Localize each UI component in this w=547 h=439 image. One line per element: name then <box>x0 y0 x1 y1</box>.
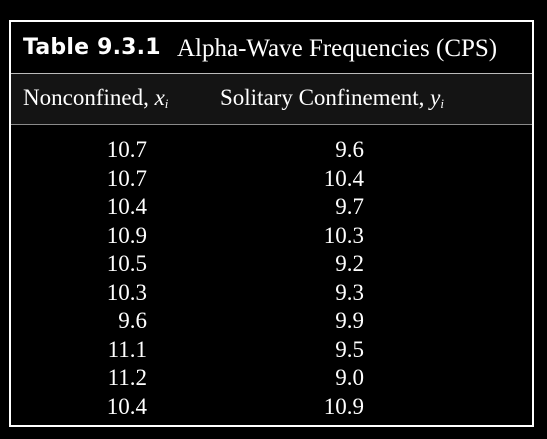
cell-nonconfined: 10.7 <box>106 137 147 162</box>
cell-nonconfined: 10.5 <box>106 251 147 276</box>
cell-nonconfined: 11.2 <box>107 365 147 390</box>
table-body: 10.7 9.6 10.7 10.4 10.4 9.7 10.9 10.3 10.5 9.2 10.… <box>11 136 532 421</box>
cell-nonconfined: 10.7 <box>106 165 147 191</box>
cell-nonconfined: 10.4 <box>106 194 147 219</box>
column-header-variable: yi <box>430 85 445 111</box>
table-row: 10.9 10.3 <box>11 222 532 251</box>
cell-solitary-confinement: 9.3 <box>335 279 364 305</box>
cell-solitary-confinement: 9.5 <box>335 336 364 362</box>
table-row: 11.2 9.0 <box>11 364 532 393</box>
table-row: 11.1 9.5 <box>11 336 532 365</box>
cell-nonconfined: 10.3 <box>106 279 147 305</box>
table-row: 10.4 9.7 <box>11 193 532 222</box>
table-row: 10.4 10.9 <box>11 393 532 422</box>
cell-solitary-confinement: 9.7 <box>335 194 364 219</box>
cell-nonconfined: 10.9 <box>106 222 147 248</box>
table-header-row: Nonconfined, xi Solitary Confinement, yi <box>11 74 532 125</box>
column-header-variable: xi <box>154 85 169 111</box>
table-label: Table 9.3.1 <box>23 35 161 60</box>
table-row: 9.6 9.9 <box>11 307 532 336</box>
table-title-row: Table 9.3.1 Alpha-Wave Frequencies (CPS) <box>11 22 532 74</box>
table-row: 10.7 9.6 <box>11 136 532 165</box>
cell-solitary-confinement: 10.4 <box>323 165 364 191</box>
cell-solitary-confinement: 10.9 <box>323 393 364 419</box>
cell-nonconfined: 9.6 <box>118 308 147 333</box>
cell-solitary-confinement: 9.6 <box>335 137 364 162</box>
column-header-name: Nonconfined, <box>23 85 149 110</box>
cell-solitary-confinement: 10.3 <box>323 222 364 248</box>
column-header-name: Solitary Confinement, <box>220 85 425 110</box>
table-caption: Alpha-Wave Frequencies (CPS) <box>177 35 498 62</box>
table-row: 10.7 10.4 <box>11 165 532 194</box>
cell-solitary-confinement: 9.2 <box>335 251 364 276</box>
cell-solitary-confinement: 9.9 <box>335 308 364 333</box>
column-header-nonconfined: Nonconfined, xi <box>23 85 168 112</box>
cell-nonconfined: 11.1 <box>107 336 147 362</box>
cell-solitary-confinement: 9.0 <box>335 365 364 390</box>
cell-nonconfined: 10.4 <box>106 393 147 419</box>
table-frame: Table 9.3.1 Alpha-Wave Frequencies (CPS)… <box>9 20 534 427</box>
column-header-solitary-confinement: Solitary Confinement, yi <box>220 85 444 112</box>
table-row: 10.5 9.2 <box>11 250 532 279</box>
table-row: 10.3 9.3 <box>11 279 532 308</box>
